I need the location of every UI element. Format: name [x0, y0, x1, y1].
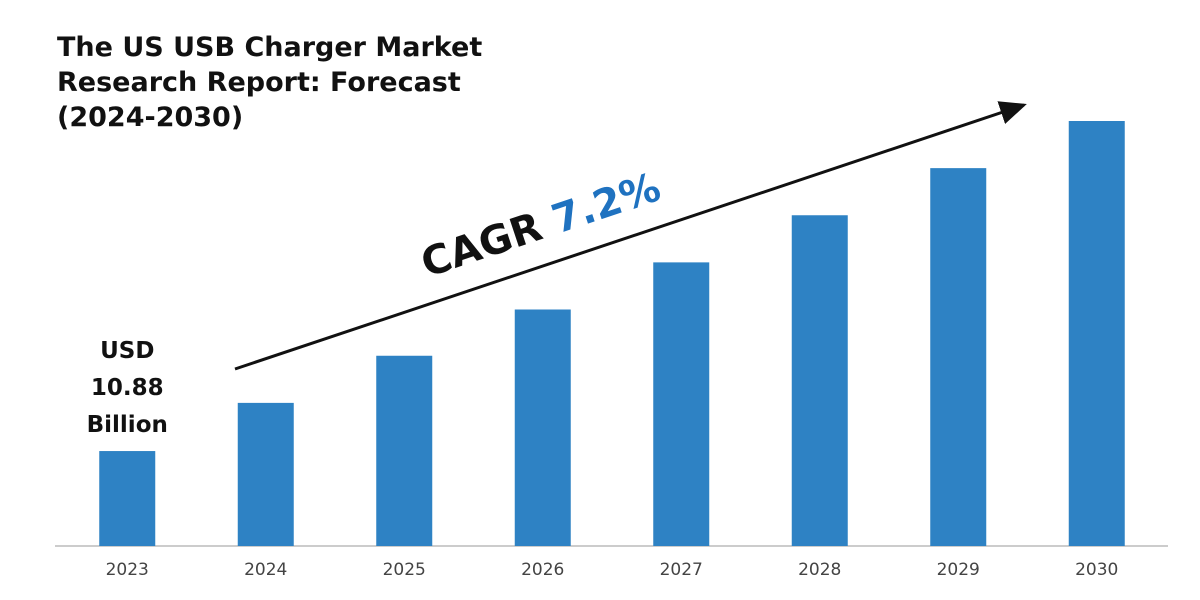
bar: [1068, 121, 1125, 546]
x-tick-label: 2025: [383, 560, 426, 580]
bar: [930, 168, 987, 547]
trend-arrow: [234, 101, 1027, 371]
value-label: USD 10.88 Billion: [86, 338, 168, 439]
bar: [237, 402, 294, 546]
cagr-text: CAGR: [416, 204, 548, 287]
x-tick-label: 2027: [660, 560, 703, 580]
x-tick-label: 2026: [521, 560, 564, 580]
x-tick-label: 2028: [798, 560, 841, 580]
x-tick-label: 2024: [244, 560, 287, 580]
bar: [514, 309, 571, 546]
bar: [791, 215, 848, 546]
bar: [99, 451, 156, 546]
bar: [653, 262, 710, 546]
cagr-annotation: CAGR 7.2%: [416, 164, 667, 287]
x-tick-label: 2029: [937, 560, 980, 580]
chart-title: The US USB Charger Market Research Repor…: [57, 32, 483, 133]
bar: [376, 355, 433, 546]
x-tick-label: 2023: [106, 560, 149, 580]
x-tick-label: 2030: [1075, 560, 1118, 580]
